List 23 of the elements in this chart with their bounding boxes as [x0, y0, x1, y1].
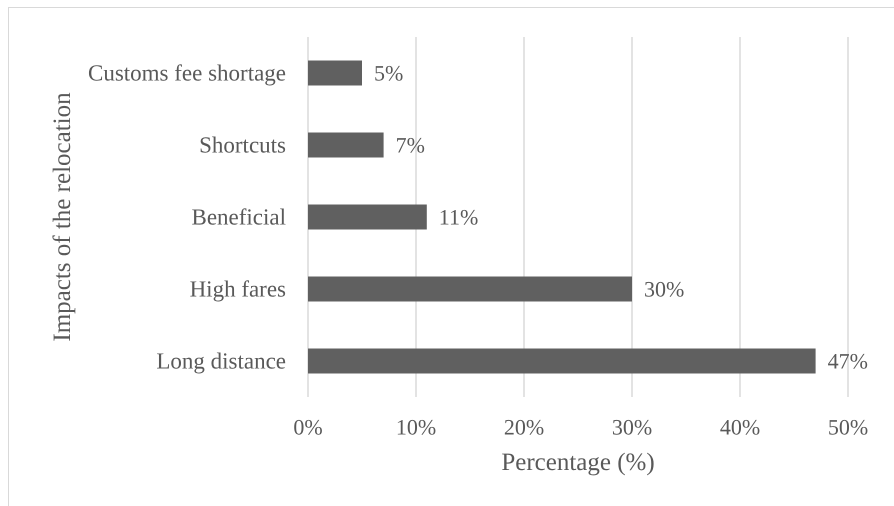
x-tick-label: 40%: [720, 414, 760, 440]
x-tick-label: 10%: [396, 414, 436, 440]
bar: [308, 60, 362, 86]
x-tick-label: 50%: [828, 414, 868, 440]
x-tick-label: 20%: [504, 414, 544, 440]
x-tick-label: 30%: [612, 414, 652, 440]
bar: [308, 132, 384, 158]
y-axis-title: Impacts of the relocation: [49, 92, 76, 342]
x-tick-label: 0%: [293, 414, 323, 440]
data-label: 47%: [828, 348, 868, 374]
y-tick-label: Customs fee shortage: [88, 60, 286, 86]
x-axis-title: Percentage (%): [501, 449, 655, 476]
data-label: 5%: [374, 60, 404, 86]
data-label: 7%: [396, 132, 425, 158]
bar: [308, 204, 427, 230]
bar: [308, 348, 816, 374]
y-tick-label: High fares: [190, 276, 286, 302]
y-tick-label: Beneficial: [191, 204, 286, 230]
bar: [308, 276, 632, 302]
y-tick-label: Long distance: [156, 348, 286, 374]
data-label: 11%: [438, 204, 478, 230]
data-label: 30%: [644, 276, 684, 302]
y-tick-label: Shortcuts: [199, 132, 286, 158]
